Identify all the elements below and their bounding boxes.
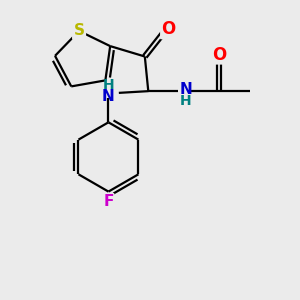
Text: S: S bbox=[74, 23, 85, 38]
Text: N: N bbox=[179, 82, 192, 97]
Text: O: O bbox=[212, 46, 226, 64]
Text: F: F bbox=[103, 194, 114, 209]
Text: H: H bbox=[180, 94, 191, 108]
Text: O: O bbox=[161, 20, 175, 38]
Text: H: H bbox=[103, 78, 114, 92]
Text: N: N bbox=[102, 89, 115, 104]
